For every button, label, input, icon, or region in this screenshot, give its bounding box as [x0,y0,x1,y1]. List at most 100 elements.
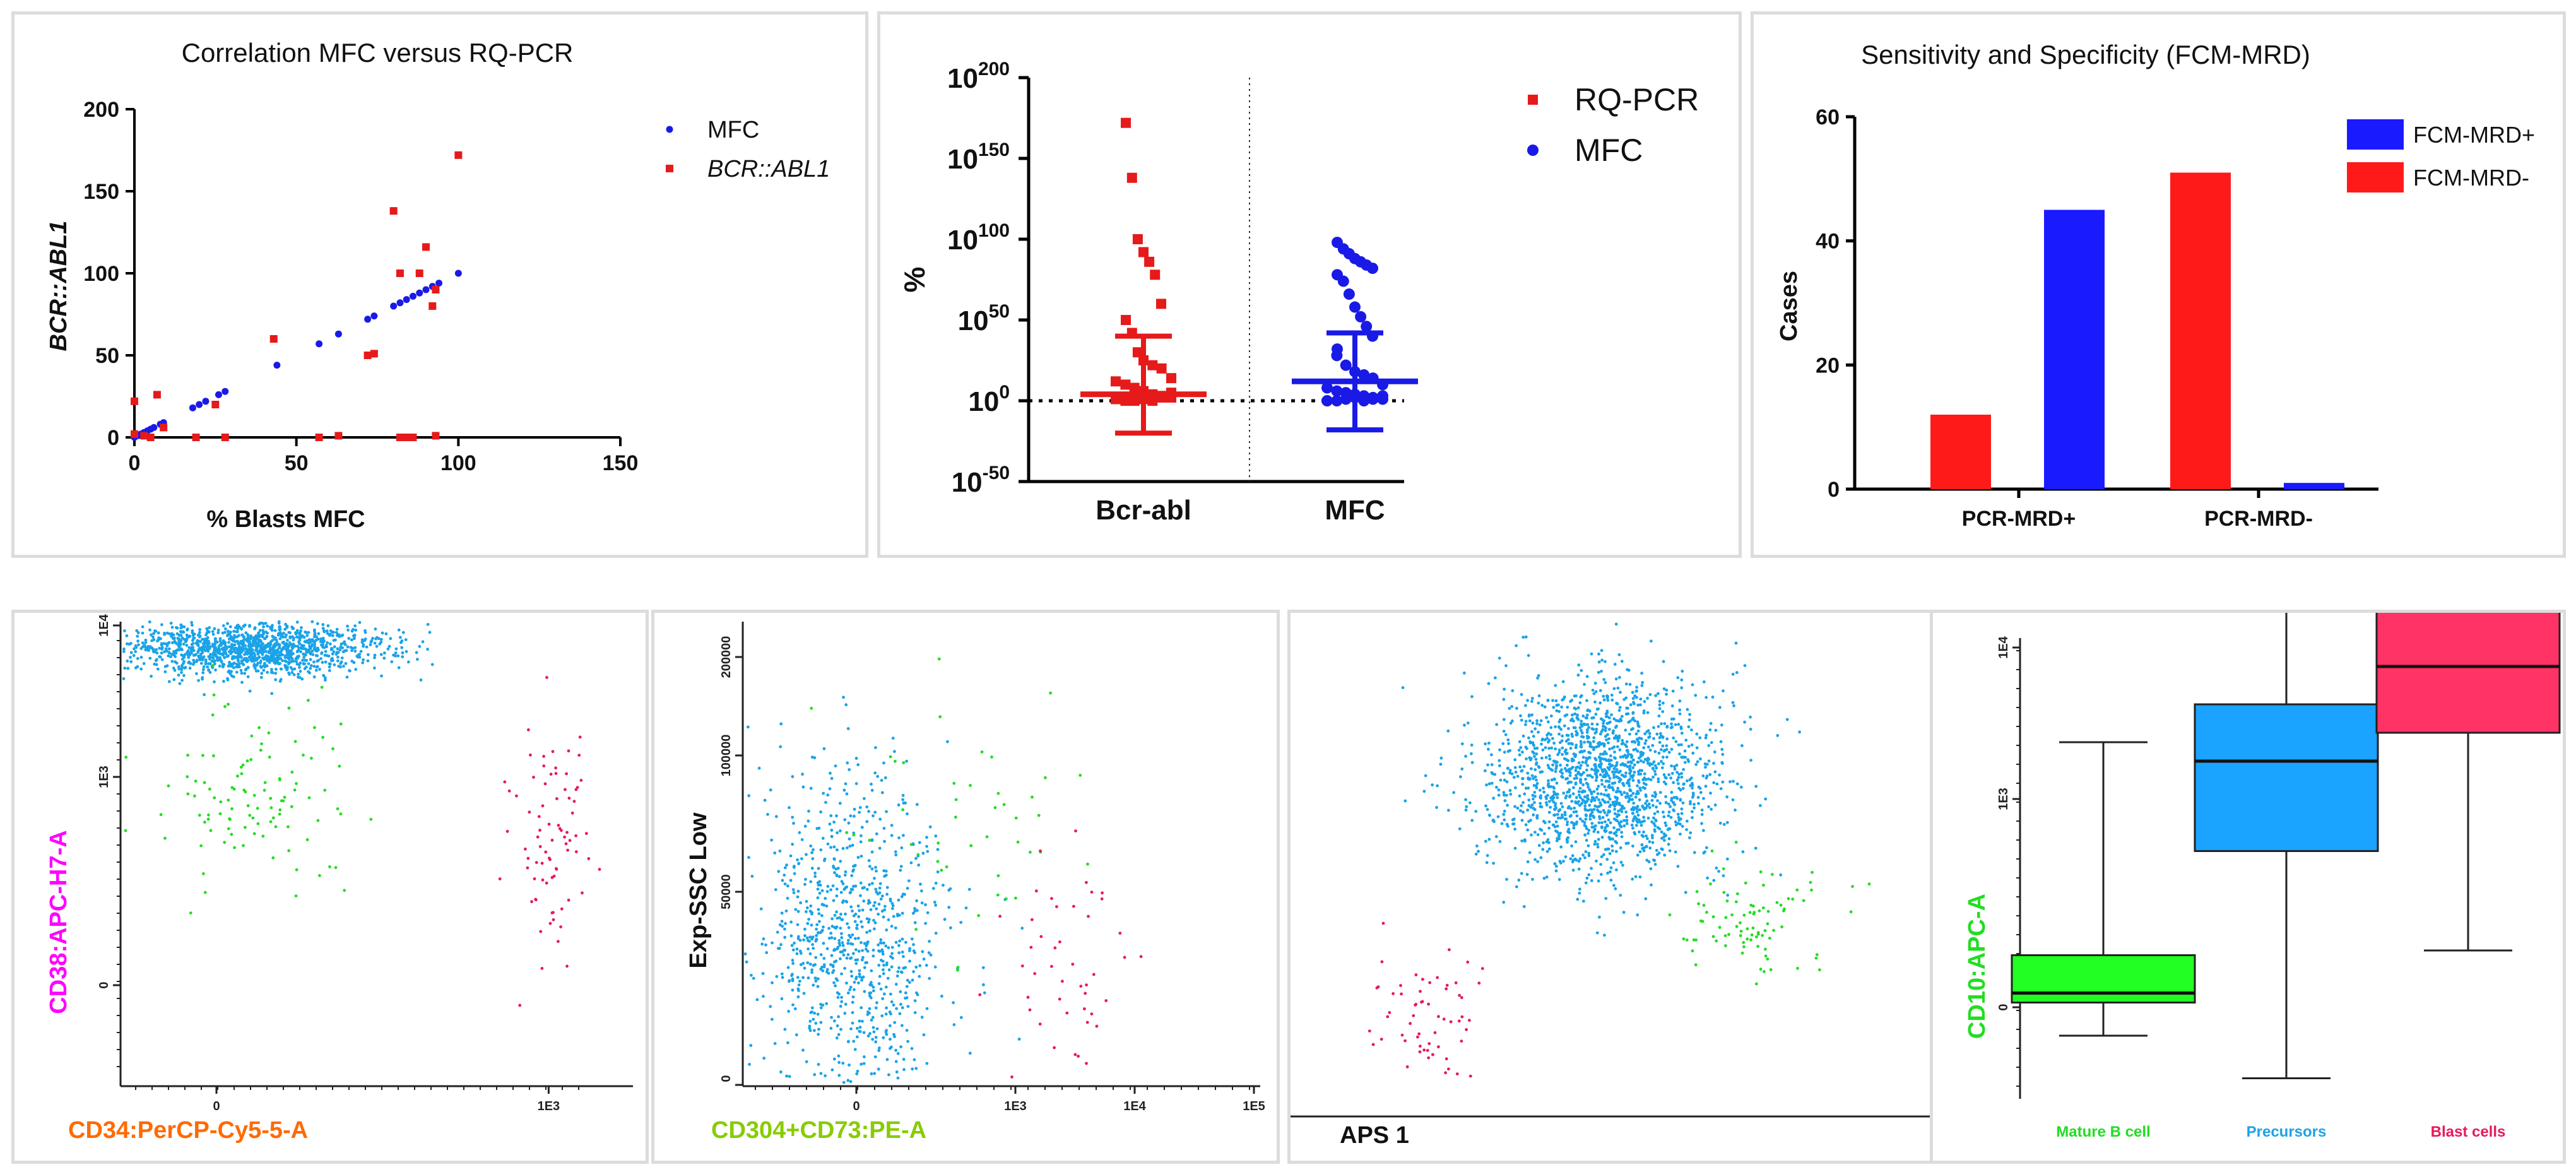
cell-event [791,959,795,962]
cell-event [777,870,781,873]
cell-event [1602,793,1606,796]
y-tick-label: 1E3 [1997,788,2011,810]
cell-event [1588,742,1592,746]
cell-event [1554,747,1557,750]
cell-event [899,990,902,993]
cell-event [1664,801,1668,804]
cell-event [791,815,795,819]
cell-event [1664,824,1668,827]
cell-event [1612,729,1615,733]
cell-event [1681,670,1684,673]
cell-event [1421,978,1424,981]
cell-event [1631,812,1634,815]
cell-event [192,658,196,662]
cell-event [824,1074,827,1077]
cell-event [397,666,401,670]
cell-event [206,665,210,669]
cell-event [1588,774,1592,778]
cell-event [201,872,205,875]
cell-event [296,649,300,653]
cell-event [1508,749,1512,752]
cell-event [1723,934,1727,937]
y-tick-label: 0 [1828,478,1840,502]
cell-event [856,1027,859,1030]
cell-event [880,894,884,898]
cell-event [1624,713,1628,716]
cell-event [1604,897,1608,900]
cell-event [304,647,307,651]
cell-event [261,635,264,639]
cell-event [1547,779,1550,783]
cell-event [1612,884,1616,887]
cell-event [1575,776,1578,780]
cell-event [1468,1019,1471,1022]
mfc-point [1337,275,1349,287]
cell-event [1670,725,1674,729]
cell-event [574,788,578,791]
cell-event [1595,796,1598,799]
cell-event [783,882,787,885]
boxes [2011,613,2561,1079]
cell-event [1718,773,1721,777]
cell-event [883,776,887,779]
cell-event [316,660,319,663]
cell-event [913,907,916,910]
cell-event [174,654,177,658]
cell-event [1603,933,1606,937]
cell-event [1649,778,1653,781]
cell-event [257,726,261,730]
cell-event [854,884,858,888]
cell-event [382,656,386,660]
cell-event [1670,791,1674,794]
cell-event [810,1006,814,1010]
cell-event [206,649,210,653]
cell-event [1085,1021,1089,1024]
cell-events [122,620,601,1007]
cell-event [814,1021,818,1025]
cell-event [321,643,324,646]
cell-event [297,654,300,658]
cell-event [1598,732,1602,736]
cell-event [893,1035,896,1038]
cell-event [894,759,897,763]
cell-event [1655,766,1658,770]
cell-event [1505,877,1508,881]
cell-event [1609,754,1612,758]
cell-event [1586,808,1590,812]
cell-event [1598,689,1602,692]
cell-event [789,879,793,882]
cell-event [1503,809,1506,813]
cell-event [1465,805,1468,808]
mfc-point [1349,301,1361,313]
cell-event [1491,819,1495,822]
cell-event [1573,807,1576,810]
cell-event [273,629,277,632]
cell-event [1622,819,1626,822]
x-axis-label: APS 1 [1340,1122,1409,1149]
cell-event [1570,844,1573,848]
cell-event [1649,867,1653,870]
cell-event [816,977,820,981]
cell-event [1622,807,1626,810]
cell-event [578,735,582,739]
cell-event [798,980,801,983]
cell-event [160,658,164,661]
cell-event [1662,749,1666,753]
cell-event [1612,826,1616,829]
cell-event [1705,846,1708,849]
cell-event [1680,731,1684,735]
cell-event [294,632,298,636]
cell-event [861,956,865,959]
cell-event [1590,867,1593,870]
cell-event [228,661,231,664]
cell-event [168,651,172,655]
cell-event [1513,805,1516,808]
cell-event [167,647,171,651]
cell-event [810,971,813,974]
cell-event [136,657,139,660]
cell-event [148,620,151,624]
cell-event [1636,853,1640,857]
cell-event [244,631,248,635]
cell-event [1764,797,1768,801]
cell-event [274,672,278,675]
